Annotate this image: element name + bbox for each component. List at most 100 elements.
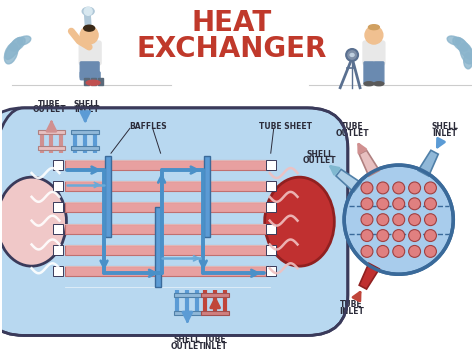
FancyBboxPatch shape	[0, 108, 348, 335]
Text: INLET: INLET	[432, 130, 457, 138]
Bar	[37, 130, 65, 134]
Bar	[54, 202, 64, 212]
Ellipse shape	[5, 38, 22, 59]
Circle shape	[377, 245, 389, 257]
Ellipse shape	[460, 43, 474, 64]
Circle shape	[346, 49, 358, 61]
Bar	[266, 224, 276, 234]
Bar	[105, 156, 111, 236]
Circle shape	[377, 182, 389, 194]
Text: TUBE SHEET: TUBE SHEET	[259, 122, 312, 131]
Circle shape	[377, 198, 389, 210]
Bar	[84, 78, 89, 85]
Circle shape	[409, 182, 420, 194]
Circle shape	[361, 182, 373, 194]
Circle shape	[425, 214, 437, 226]
Bar	[204, 156, 210, 236]
Text: INLET: INLET	[75, 105, 100, 115]
Text: TUBE: TUBE	[341, 122, 364, 131]
Bar	[266, 202, 276, 212]
Bar	[54, 181, 64, 191]
Text: SHELL: SHELL	[431, 122, 458, 131]
Bar	[54, 224, 64, 234]
Ellipse shape	[350, 54, 354, 56]
Text: INLET: INLET	[339, 307, 364, 316]
Text: OUTLET: OUTLET	[33, 105, 66, 115]
Ellipse shape	[264, 177, 334, 266]
Circle shape	[361, 245, 373, 257]
Ellipse shape	[86, 80, 100, 85]
Bar	[65, 266, 270, 276]
Text: OUTLET: OUTLET	[303, 157, 337, 165]
Circle shape	[365, 26, 383, 44]
Bar	[266, 245, 276, 255]
Text: SHELL: SHELL	[306, 149, 333, 158]
Ellipse shape	[84, 25, 95, 31]
Text: SHELL: SHELL	[74, 99, 100, 109]
Circle shape	[409, 230, 420, 241]
Bar	[91, 78, 96, 85]
Bar	[65, 160, 270, 170]
FancyBboxPatch shape	[80, 62, 99, 78]
FancyBboxPatch shape	[364, 62, 374, 84]
Bar	[65, 181, 270, 191]
Ellipse shape	[453, 37, 468, 51]
Bar	[155, 207, 161, 287]
Circle shape	[80, 26, 98, 44]
Ellipse shape	[4, 43, 18, 64]
Polygon shape	[359, 150, 379, 176]
Circle shape	[84, 7, 92, 15]
Text: TUBE: TUBE	[38, 99, 61, 109]
Circle shape	[361, 198, 373, 210]
Circle shape	[393, 198, 405, 210]
Bar	[266, 266, 276, 276]
Text: BAFFLES: BAFFLES	[129, 122, 166, 131]
Circle shape	[425, 230, 437, 241]
Polygon shape	[336, 169, 361, 192]
Text: OUTLET: OUTLET	[336, 130, 369, 138]
FancyBboxPatch shape	[363, 41, 385, 65]
Circle shape	[409, 245, 420, 257]
Bar	[266, 181, 276, 191]
Ellipse shape	[82, 7, 94, 15]
Bar	[173, 311, 201, 315]
Bar	[54, 160, 64, 170]
Text: INLET: INLET	[203, 342, 228, 351]
Text: TUBE: TUBE	[340, 300, 363, 309]
Circle shape	[377, 214, 389, 226]
Ellipse shape	[368, 25, 379, 30]
Circle shape	[393, 214, 405, 226]
Circle shape	[344, 165, 453, 274]
Bar	[65, 224, 270, 234]
Bar	[201, 293, 229, 297]
Bar	[54, 245, 64, 255]
Bar	[54, 266, 64, 276]
Circle shape	[409, 214, 420, 226]
Circle shape	[425, 198, 437, 210]
FancyBboxPatch shape	[80, 72, 100, 80]
Bar	[71, 146, 99, 150]
Circle shape	[409, 198, 420, 210]
Ellipse shape	[374, 82, 384, 86]
Ellipse shape	[18, 36, 31, 45]
FancyBboxPatch shape	[374, 62, 384, 84]
Circle shape	[361, 230, 373, 241]
Bar	[173, 293, 201, 297]
Bar	[201, 311, 229, 315]
Bar	[65, 202, 270, 212]
Ellipse shape	[0, 177, 66, 266]
Text: OUTLET: OUTLET	[171, 342, 204, 351]
Bar	[98, 78, 103, 85]
Circle shape	[377, 230, 389, 241]
Ellipse shape	[364, 82, 374, 86]
Text: HEAT: HEAT	[192, 9, 272, 37]
Circle shape	[425, 245, 437, 257]
Circle shape	[425, 182, 437, 194]
Circle shape	[393, 182, 405, 194]
Ellipse shape	[10, 37, 25, 51]
Polygon shape	[359, 263, 379, 289]
Bar	[266, 160, 276, 170]
Bar	[65, 245, 270, 255]
Bar	[71, 130, 99, 134]
Text: SHELL: SHELL	[174, 335, 201, 344]
